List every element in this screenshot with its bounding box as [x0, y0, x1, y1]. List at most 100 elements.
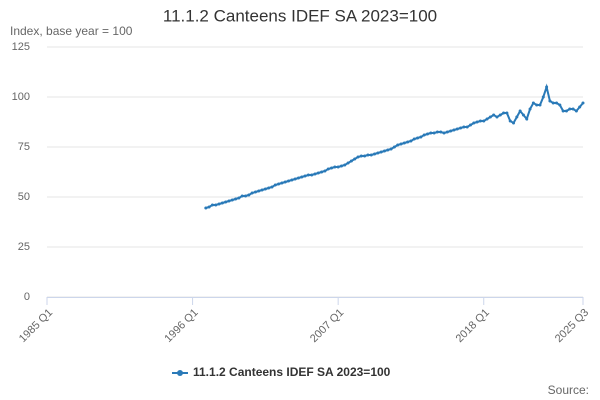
point — [382, 149, 386, 153]
point — [478, 119, 482, 123]
point — [230, 198, 234, 202]
point — [462, 125, 466, 129]
x-tick-label: 2018 Q1 — [454, 307, 492, 345]
point — [482, 119, 486, 123]
legend-marker — [177, 370, 183, 376]
point — [548, 99, 552, 103]
point — [508, 119, 512, 123]
point — [581, 101, 585, 105]
point — [545, 85, 549, 89]
point — [326, 167, 330, 171]
point — [578, 105, 582, 109]
point — [419, 135, 423, 139]
point — [435, 130, 439, 134]
point — [475, 120, 479, 124]
point — [432, 131, 436, 135]
point — [574, 109, 578, 113]
point — [240, 194, 244, 198]
point — [207, 205, 211, 209]
point — [359, 154, 363, 158]
point — [277, 182, 281, 186]
point — [330, 166, 334, 170]
point — [551, 101, 555, 105]
point — [389, 147, 393, 151]
point — [227, 199, 231, 203]
point — [406, 140, 410, 144]
y-tick-label: 100 — [12, 91, 30, 103]
x-tick-label: 1996 Q1 — [162, 307, 200, 345]
point — [250, 191, 254, 195]
point — [280, 181, 284, 185]
point — [568, 107, 572, 111]
point — [313, 172, 317, 176]
point — [310, 173, 314, 177]
point — [257, 189, 261, 193]
point — [336, 165, 340, 169]
point — [343, 163, 347, 167]
y-tick-label: 25 — [18, 241, 30, 253]
point — [541, 95, 545, 99]
point — [449, 129, 453, 133]
point — [564, 109, 568, 113]
legend-label: 11.1.2 Canteens IDEF SA 2023=100 — [193, 365, 391, 379]
point — [224, 200, 228, 204]
point — [445, 130, 449, 134]
point — [402, 141, 406, 145]
point — [349, 159, 353, 163]
point — [260, 188, 264, 192]
point — [300, 175, 304, 179]
point — [333, 165, 337, 169]
point — [263, 187, 267, 191]
point — [535, 103, 539, 107]
point — [369, 153, 373, 157]
point — [561, 109, 565, 113]
x-tick-label: 2007 Q1 — [308, 307, 346, 345]
point — [270, 185, 274, 189]
point — [376, 151, 380, 155]
point — [498, 113, 502, 117]
point — [303, 174, 307, 178]
point — [485, 117, 489, 121]
point — [558, 103, 562, 107]
point — [555, 101, 559, 105]
point — [422, 133, 426, 137]
point — [495, 115, 499, 119]
point — [412, 137, 416, 141]
point — [293, 177, 297, 181]
point — [283, 180, 287, 184]
y-tick-label: 50 — [18, 191, 30, 203]
x-tick-label: 2025 Q3 — [553, 307, 591, 345]
point — [452, 128, 456, 132]
point — [531, 101, 535, 105]
point — [214, 203, 218, 207]
source: Source: — [548, 383, 589, 397]
point — [512, 121, 516, 125]
point — [366, 153, 370, 157]
x-tick-label: 1985 Q1 — [17, 307, 55, 345]
y-tick-label: 75 — [18, 141, 30, 153]
y-tick-label: 125 — [12, 41, 30, 53]
y-axis-label: Index, base year = 100 — [10, 24, 133, 38]
point — [296, 176, 300, 180]
point — [416, 136, 420, 140]
point — [538, 103, 542, 107]
point — [465, 125, 469, 129]
point — [379, 150, 383, 154]
point — [429, 131, 433, 135]
point — [306, 173, 310, 177]
point — [356, 155, 360, 159]
point — [518, 109, 522, 113]
point — [339, 164, 343, 168]
point — [237, 196, 241, 200]
point — [273, 183, 277, 187]
point — [488, 115, 492, 119]
point — [346, 161, 350, 165]
point — [492, 113, 496, 117]
point — [502, 111, 506, 115]
point — [316, 171, 320, 175]
point — [373, 152, 377, 156]
point — [442, 131, 446, 135]
point — [217, 202, 221, 206]
point — [455, 127, 459, 131]
